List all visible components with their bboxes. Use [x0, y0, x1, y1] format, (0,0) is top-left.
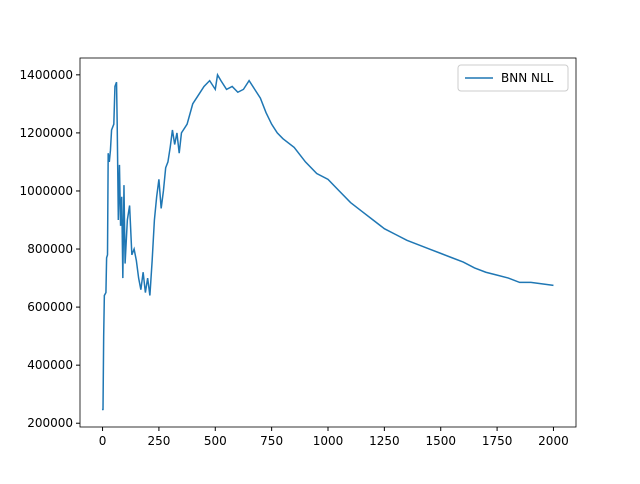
x-tick-label: 1750 — [482, 434, 513, 448]
x-tick-label: 1500 — [425, 434, 456, 448]
x-tick-label: 500 — [204, 434, 227, 448]
y-tick-label: 400000 — [27, 358, 73, 372]
y-tick-label: 1400000 — [20, 68, 73, 82]
y-tick-label: 200000 — [27, 416, 73, 430]
line-series — [101, 72, 554, 411]
legend-label: BNN NLL — [501, 71, 554, 85]
x-tick-label: 250 — [147, 434, 170, 448]
axes-frame — [79, 57, 577, 428]
y-tick-label: 600000 — [27, 300, 73, 314]
y-tick-label: 800000 — [27, 242, 73, 256]
x-tick-label: 1250 — [369, 434, 400, 448]
x-tick-label: 750 — [260, 434, 283, 448]
x-tick-label: 2000 — [538, 434, 569, 448]
legend-box — [457, 64, 569, 92]
x-tick-label: 0 — [99, 434, 107, 448]
x-tick-label: 1000 — [313, 434, 344, 448]
y-tick-label: 1000000 — [20, 184, 73, 198]
y-tick-label: 1200000 — [20, 126, 73, 140]
